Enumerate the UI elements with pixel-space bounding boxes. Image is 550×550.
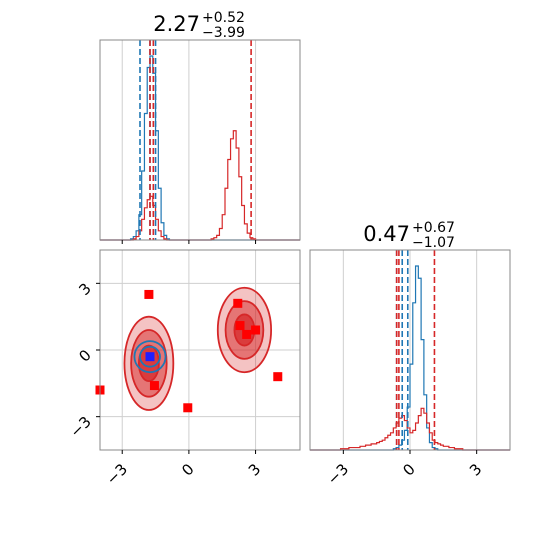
x-tick-label: −3 (103, 460, 131, 488)
title-value: 0.47 (363, 222, 410, 246)
x-tick-label: 3 (466, 460, 485, 479)
scatter-marker (183, 403, 193, 413)
panel-title: 2.27 (153, 12, 200, 36)
scatter-marker (273, 372, 283, 382)
x-tick-label: −3 (324, 460, 352, 488)
x-ticks (121, 240, 257, 244)
y-tick-label: −3 (66, 413, 94, 441)
grid-lines (121, 40, 257, 240)
histogram-step-line (100, 130, 300, 241)
y-tick-label: 0 (75, 346, 94, 365)
axes-frame (99, 39, 301, 241)
y-tick-label: 3 (75, 279, 94, 298)
x-tick-label: 0 (399, 460, 418, 479)
density-contours (123, 286, 273, 411)
x-tick-label: 3 (245, 460, 264, 479)
scatter-marker (149, 381, 159, 391)
scatter-marker (144, 289, 154, 299)
x-tick-label: 0 (178, 460, 197, 479)
title-superscript: +0.52 (202, 10, 245, 26)
title-superscript: +0.67 (412, 220, 455, 236)
scatter-marker (233, 298, 243, 308)
contour-level (133, 340, 167, 374)
panel-2d-scatter: −3 −3 0 0 3 3 (66, 249, 301, 488)
scatter-marker (235, 321, 245, 331)
panel-title: 0.47 (363, 222, 410, 246)
scatter-marker (145, 352, 155, 362)
panel-histogram-param1: 2.27 +0.52 −3.99 (99, 10, 301, 244)
histogram-series (100, 55, 300, 241)
scatter-marker (242, 329, 252, 339)
x-ticks: −3 0 3 (324, 450, 485, 488)
quantile-lines (395, 250, 436, 450)
contour-level (139, 345, 161, 368)
grid-lines (342, 250, 478, 450)
title-subscript: −3.99 (202, 25, 245, 41)
quantile-lines (139, 40, 252, 240)
histogram-step-line (100, 55, 300, 241)
scatter-marker (251, 325, 261, 335)
panel-histogram-param2: −3 0 3 0.47 +0.67 −1.07 (309, 220, 511, 488)
title-subscript: −1.07 (412, 235, 455, 251)
histogram-step-line (310, 407, 510, 451)
title-value: 2.27 (153, 12, 200, 36)
